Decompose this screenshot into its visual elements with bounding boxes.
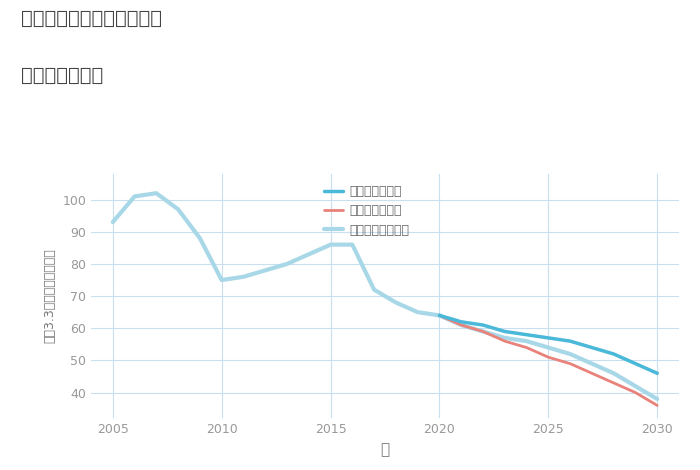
ノーマルシナリオ [479, 329, 487, 334]
ノーマルシナリオ [544, 345, 552, 350]
グッドシナリオ [522, 332, 531, 337]
バッドシナリオ [457, 322, 466, 328]
バッドシナリオ [500, 338, 509, 344]
Text: 神奈川県伊勢原市西富岡の: 神奈川県伊勢原市西富岡の [21, 9, 162, 28]
グッドシナリオ [457, 319, 466, 325]
Line: ノーマルシナリオ: ノーマルシナリオ [440, 315, 657, 399]
ノーマルシナリオ [522, 338, 531, 344]
ノーマルシナリオ [435, 313, 444, 318]
ノーマルシナリオ [566, 351, 574, 357]
グッドシナリオ [435, 313, 444, 318]
ノーマルシナリオ [631, 384, 640, 389]
バッドシナリオ [653, 403, 662, 408]
ノーマルシナリオ [500, 335, 509, 341]
バッドシナリオ [588, 370, 596, 376]
グッドシナリオ [566, 338, 574, 344]
バッドシナリオ [610, 380, 618, 386]
グッドシナリオ [610, 351, 618, 357]
グッドシナリオ [588, 345, 596, 350]
Text: 土地の価格推移: 土地の価格推移 [21, 66, 104, 85]
Line: バッドシナリオ: バッドシナリオ [440, 315, 657, 406]
バッドシナリオ [566, 361, 574, 367]
グッドシナリオ [500, 329, 509, 334]
バッドシナリオ [479, 329, 487, 334]
ノーマルシナリオ [457, 322, 466, 328]
グッドシナリオ [631, 361, 640, 367]
バッドシナリオ [544, 354, 552, 360]
ノーマルシナリオ [653, 396, 662, 402]
バッドシナリオ [522, 345, 531, 350]
ノーマルシナリオ [588, 361, 596, 367]
グッドシナリオ [653, 370, 662, 376]
バッドシナリオ [435, 313, 444, 318]
X-axis label: 年: 年 [380, 442, 390, 457]
グッドシナリオ [479, 322, 487, 328]
グッドシナリオ [544, 335, 552, 341]
ノーマルシナリオ [610, 370, 618, 376]
Line: グッドシナリオ: グッドシナリオ [440, 315, 657, 373]
バッドシナリオ [631, 390, 640, 395]
Y-axis label: 坪（3.3㎡）単価（万円）: 坪（3.3㎡）単価（万円） [43, 249, 57, 344]
Legend: グッドシナリオ, バッドシナリオ, ノーマルシナリオ: グッドシナリオ, バッドシナリオ, ノーマルシナリオ [319, 180, 414, 242]
